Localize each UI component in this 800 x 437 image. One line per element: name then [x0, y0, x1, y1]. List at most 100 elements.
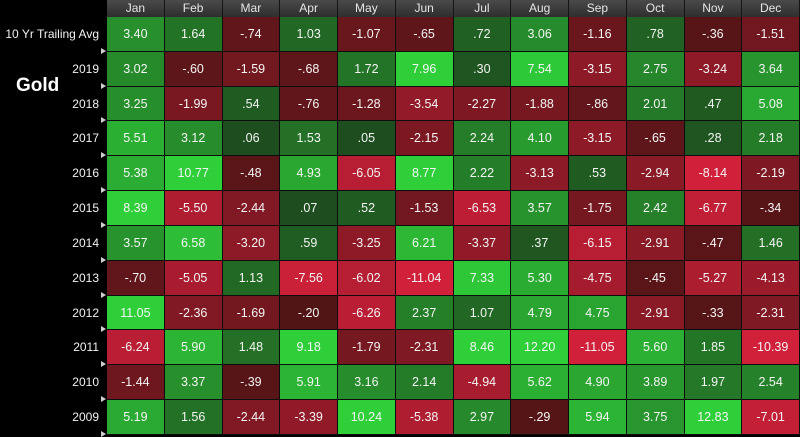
heatmap-cell: -3.25	[338, 225, 396, 261]
heatmap-cell: .52	[338, 191, 396, 226]
heatmap-cell: .78	[626, 17, 685, 52]
heatmap-cell: -5.27	[684, 260, 743, 296]
heatmap-cell: 1.07	[453, 295, 512, 331]
row-tick	[101, 326, 106, 333]
heatmap-cell: 2.75	[626, 51, 685, 87]
heatmap-cell: -3.37	[453, 225, 512, 261]
heatmap-cell: 2.18	[742, 121, 800, 157]
heatmap-cell: 11.05	[107, 295, 165, 331]
heatmap-cell: 2.14	[395, 365, 454, 401]
heatmap-cell: 8.39	[107, 191, 165, 226]
heatmap-cell: .47	[684, 86, 743, 122]
heatmap-cell: -1.88	[511, 86, 569, 122]
row-tick	[101, 82, 106, 89]
heatmap-cell: -.47	[684, 225, 743, 261]
heatmap-cell: -.74	[222, 17, 281, 52]
heatmap-cell: -6.53	[453, 191, 512, 226]
column-header: Nov	[684, 0, 743, 17]
heatmap-cell: -2.91	[626, 295, 685, 331]
heatmap-cell: -.29	[511, 400, 569, 435]
heatmap-cell: 1.72	[338, 51, 396, 87]
column-header: Mar	[222, 0, 281, 17]
column-header: Oct	[626, 0, 685, 17]
column-header: Jul	[453, 0, 512, 17]
heatmap-cell: 1.85	[684, 330, 743, 366]
heatmap-cell: 2.01	[626, 86, 685, 122]
heatmap-cell: 4.90	[569, 365, 627, 401]
heatmap-cell: 2.54	[742, 365, 800, 401]
column-header: Sep	[569, 0, 627, 17]
heatmap-cell: -.76	[280, 86, 338, 122]
heatmap-cell: 3.06	[511, 17, 569, 52]
heatmap-cell: 3.57	[107, 225, 165, 261]
heatmap-cell: -.45	[626, 260, 685, 296]
heatmap-cell: -.60	[164, 51, 223, 87]
heatmap-cell: -3.20	[222, 225, 281, 261]
heatmap-cell: -11.05	[569, 330, 627, 366]
heatmap-cell: -.65	[626, 121, 685, 157]
heatmap-cell: 5.60	[626, 330, 685, 366]
chart-title: Gold	[16, 75, 60, 96]
heatmap-cell: -2.91	[626, 225, 685, 261]
heatmap-cell: 5.91	[280, 365, 338, 401]
heatmap-cell: -3.24	[684, 51, 743, 87]
heatmap-cell: 12.83	[684, 400, 743, 435]
heatmap-cell: 2.97	[453, 400, 512, 435]
heatmap-cell: 1.46	[742, 225, 800, 261]
heatmap-cell: 1.64	[164, 17, 223, 52]
heatmap-cell: -3.13	[511, 156, 569, 192]
heatmap-cell: -.33	[684, 295, 743, 331]
heatmap-cell: -5.38	[395, 400, 454, 435]
heatmap-cell: -.20	[280, 295, 338, 331]
heatmap-cell: -1.59	[222, 51, 281, 87]
heatmap-cell: 2.22	[453, 156, 512, 192]
heatmap-cell: 3.02	[107, 51, 165, 87]
heatmap-cell: 3.89	[626, 365, 685, 401]
row-tick	[101, 221, 106, 228]
heatmap-cell: 3.75	[626, 400, 685, 435]
row-tick	[101, 396, 106, 403]
heatmap-cell: -.36	[684, 17, 743, 52]
row-label: 2019	[72, 61, 99, 76]
heatmap-cell: -.68	[280, 51, 338, 87]
heatmap-cell: -2.31	[395, 330, 454, 366]
row-label: 2010	[72, 375, 99, 390]
heatmap-cell: .59	[280, 225, 338, 261]
heatmap-cell: 5.62	[511, 365, 569, 401]
heatmap-cell: 5.08	[742, 86, 800, 122]
heatmap-cell: 3.25	[107, 86, 165, 122]
row-label: 10 Yr Trailing Avg	[5, 27, 99, 41]
heatmap-cell: 7.33	[453, 260, 512, 296]
heatmap-cell: -3.15	[569, 121, 627, 157]
heatmap-cell: 1.53	[280, 121, 338, 157]
row-label: 2009	[72, 410, 99, 425]
heatmap-cell: -1.51	[742, 17, 800, 52]
heatmap-cell: -2.31	[742, 295, 800, 331]
row-label: 2011	[73, 340, 99, 355]
heatmap-cell: 4.75	[569, 295, 627, 331]
heatmap-cell: -1.28	[338, 86, 396, 122]
row-tick	[101, 256, 106, 263]
heatmap-cell: 1.13	[222, 260, 281, 296]
heatmap-cell: 10.24	[338, 400, 396, 435]
heatmap-cell: -2.27	[453, 86, 512, 122]
heatmap-cell: -2.44	[222, 400, 281, 435]
heatmap-cell: -2.36	[164, 295, 223, 331]
heatmap-cell: -1.99	[164, 86, 223, 122]
row-label: 2012	[72, 305, 99, 320]
row-tick	[101, 117, 106, 124]
heatmap-cell: 3.37	[164, 365, 223, 401]
row-tick	[101, 47, 106, 54]
heatmap-cell: 10.77	[164, 156, 223, 192]
heatmap-cell: .54	[222, 86, 281, 122]
heatmap-cell: 5.30	[511, 260, 569, 296]
heatmap-cell: 4.79	[511, 295, 569, 331]
heatmap-cell: 4.10	[511, 121, 569, 157]
column-header: Jan	[107, 0, 165, 17]
heatmap-cell: -3.54	[395, 86, 454, 122]
heatmap-cell: 5.90	[164, 330, 223, 366]
heatmap-cell: 3.40	[107, 17, 165, 52]
heatmap-cell: -6.24	[107, 330, 165, 366]
heatmap-cell: -8.14	[684, 156, 743, 192]
